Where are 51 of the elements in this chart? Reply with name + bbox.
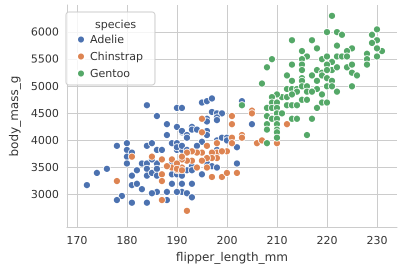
point <box>178 166 186 174</box>
point <box>158 170 166 178</box>
x-tick-label: 230 <box>366 234 388 248</box>
point <box>158 196 166 204</box>
point <box>203 142 211 150</box>
point <box>218 173 226 181</box>
point <box>228 120 236 128</box>
point <box>183 206 191 215</box>
x-tick-label: 200 <box>216 234 238 248</box>
point <box>158 155 166 164</box>
point <box>198 156 206 165</box>
point <box>198 114 206 123</box>
x-tick-label: 220 <box>316 234 338 248</box>
y-tick-label: 5000 <box>30 80 59 93</box>
point <box>113 177 121 185</box>
point <box>168 155 176 164</box>
legend-title: species <box>95 18 136 31</box>
point <box>203 164 211 172</box>
y-tick-label: 3000 <box>30 188 59 202</box>
point <box>233 169 241 177</box>
x-tick-label: 210 <box>266 234 288 248</box>
y-tick-label: 5500 <box>30 52 59 66</box>
point <box>283 120 291 128</box>
point <box>183 148 191 157</box>
point <box>223 169 231 177</box>
x-tick-label: 170 <box>66 234 88 248</box>
point <box>198 128 206 136</box>
y-axis-title: body_mass_g <box>7 76 21 156</box>
point <box>238 134 246 142</box>
point <box>218 147 226 156</box>
point <box>148 152 156 161</box>
point <box>128 152 136 161</box>
point <box>193 164 201 172</box>
point <box>228 112 236 120</box>
y-tick-label: 4000 <box>30 134 59 147</box>
legend-label: Gentoo <box>90 67 130 80</box>
point <box>248 109 256 118</box>
x-tick-label: 180 <box>116 234 138 248</box>
point <box>213 139 221 148</box>
y-tick-label: 4500 <box>30 106 59 120</box>
point <box>228 139 236 148</box>
point <box>158 177 166 185</box>
point <box>208 173 216 181</box>
point <box>163 162 171 170</box>
point <box>178 152 186 161</box>
legend-label: Chinstrap <box>90 50 143 63</box>
y-tick-label: 6000 <box>30 26 59 39</box>
x-axis-title: flipper_length_mm <box>176 250 288 264</box>
legend-label: Adelie <box>90 33 124 46</box>
y-tick-label: 3500 <box>30 161 59 174</box>
x-tick-label: 190 <box>166 234 188 248</box>
